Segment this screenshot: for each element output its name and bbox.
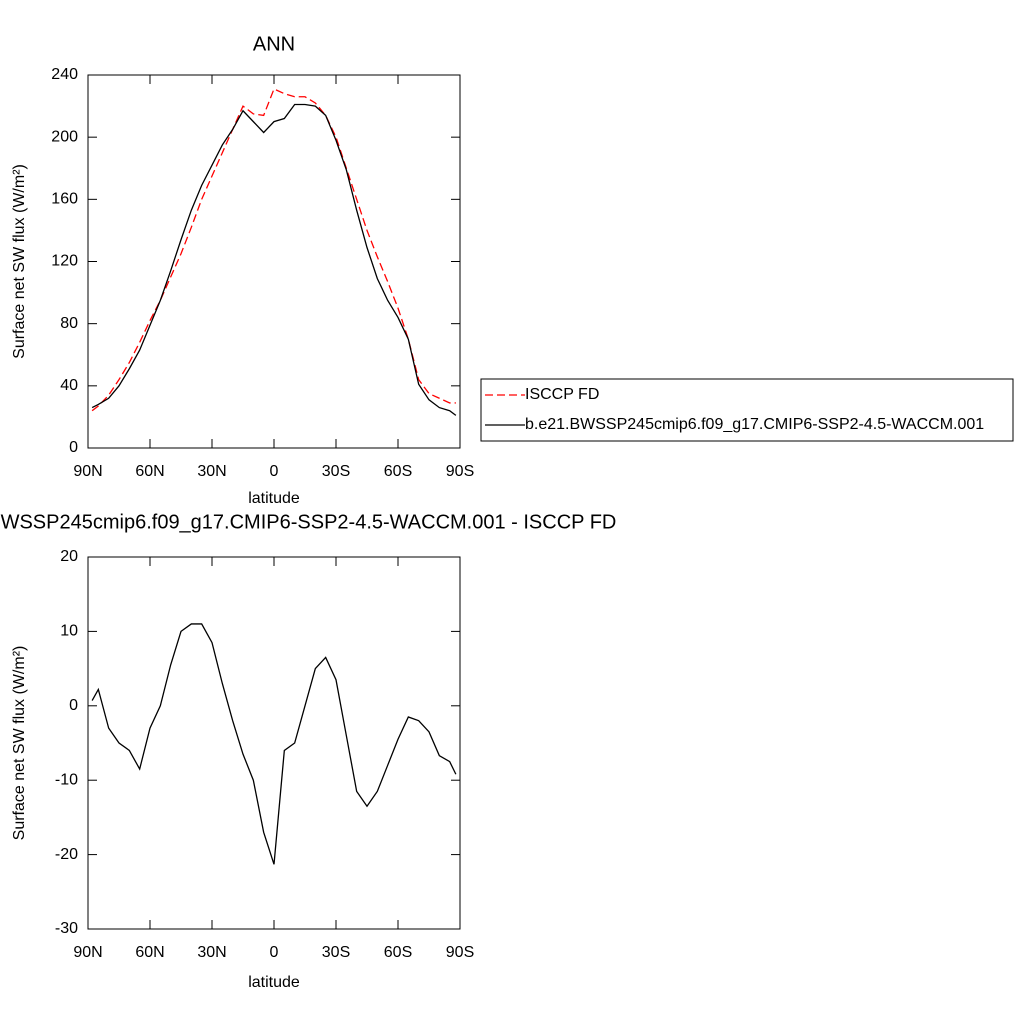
x-tick-label: 30S [322, 944, 350, 961]
y-tick-label: 240 [51, 66, 78, 83]
x-tick-label: 0 [270, 463, 279, 480]
legend-label: ISCCP FD [525, 386, 599, 403]
data-line [91, 623, 457, 865]
y-tick-label: -10 [55, 771, 78, 788]
chart-title: ANN [253, 33, 295, 55]
x-tick-label: 60N [135, 944, 164, 961]
y-tick-label: 80 [60, 315, 78, 332]
x-tick-label: 90N [73, 463, 102, 480]
x-tick-label: 30N [197, 463, 226, 480]
legend-label: b.e21.BWSSP245cmip6.f09_g17.CMIP6-SSP2-4… [525, 416, 984, 433]
y-tick-label: 40 [60, 377, 78, 394]
x-tick-label: 60S [384, 944, 412, 961]
y-tick-label: 20 [60, 548, 78, 565]
plot-frame [87, 556, 461, 930]
x-tick-label: 30N [197, 944, 226, 961]
data-line [91, 88, 456, 412]
y-tick-label: -20 [55, 846, 78, 863]
y-tick-label: 200 [51, 128, 78, 145]
plot-frame [87, 74, 461, 449]
y-tick-label: 160 [51, 191, 78, 208]
y-tick-label: 120 [51, 253, 78, 270]
y-tick-label: 10 [60, 623, 78, 640]
legend-box [480, 378, 1014, 442]
chart-title: b.e21.BWSSP245cmip6.f09_g17.CMIP6-SSP2-4… [0, 511, 616, 533]
y-tick-label: 0 [69, 697, 78, 714]
x-axis-label: latitude [248, 490, 300, 507]
x-tick-label: 60N [135, 463, 164, 480]
y-tick-label: 0 [69, 439, 78, 456]
data-line [91, 103, 457, 416]
x-tick-label: 90S [446, 463, 474, 480]
x-tick-label: 90N [73, 944, 102, 961]
x-tick-label: 30S [322, 463, 350, 480]
x-tick-label: 60S [384, 463, 412, 480]
x-tick-label: 90S [446, 944, 474, 961]
x-tick-label: 0 [270, 944, 279, 961]
y-tick-label: -30 [55, 920, 78, 937]
y-axis-label: Surface net SW flux (W/m²) [11, 164, 28, 359]
y-axis-label: Surface net SW flux (W/m²) [11, 646, 28, 841]
x-axis-label: latitude [248, 974, 300, 991]
